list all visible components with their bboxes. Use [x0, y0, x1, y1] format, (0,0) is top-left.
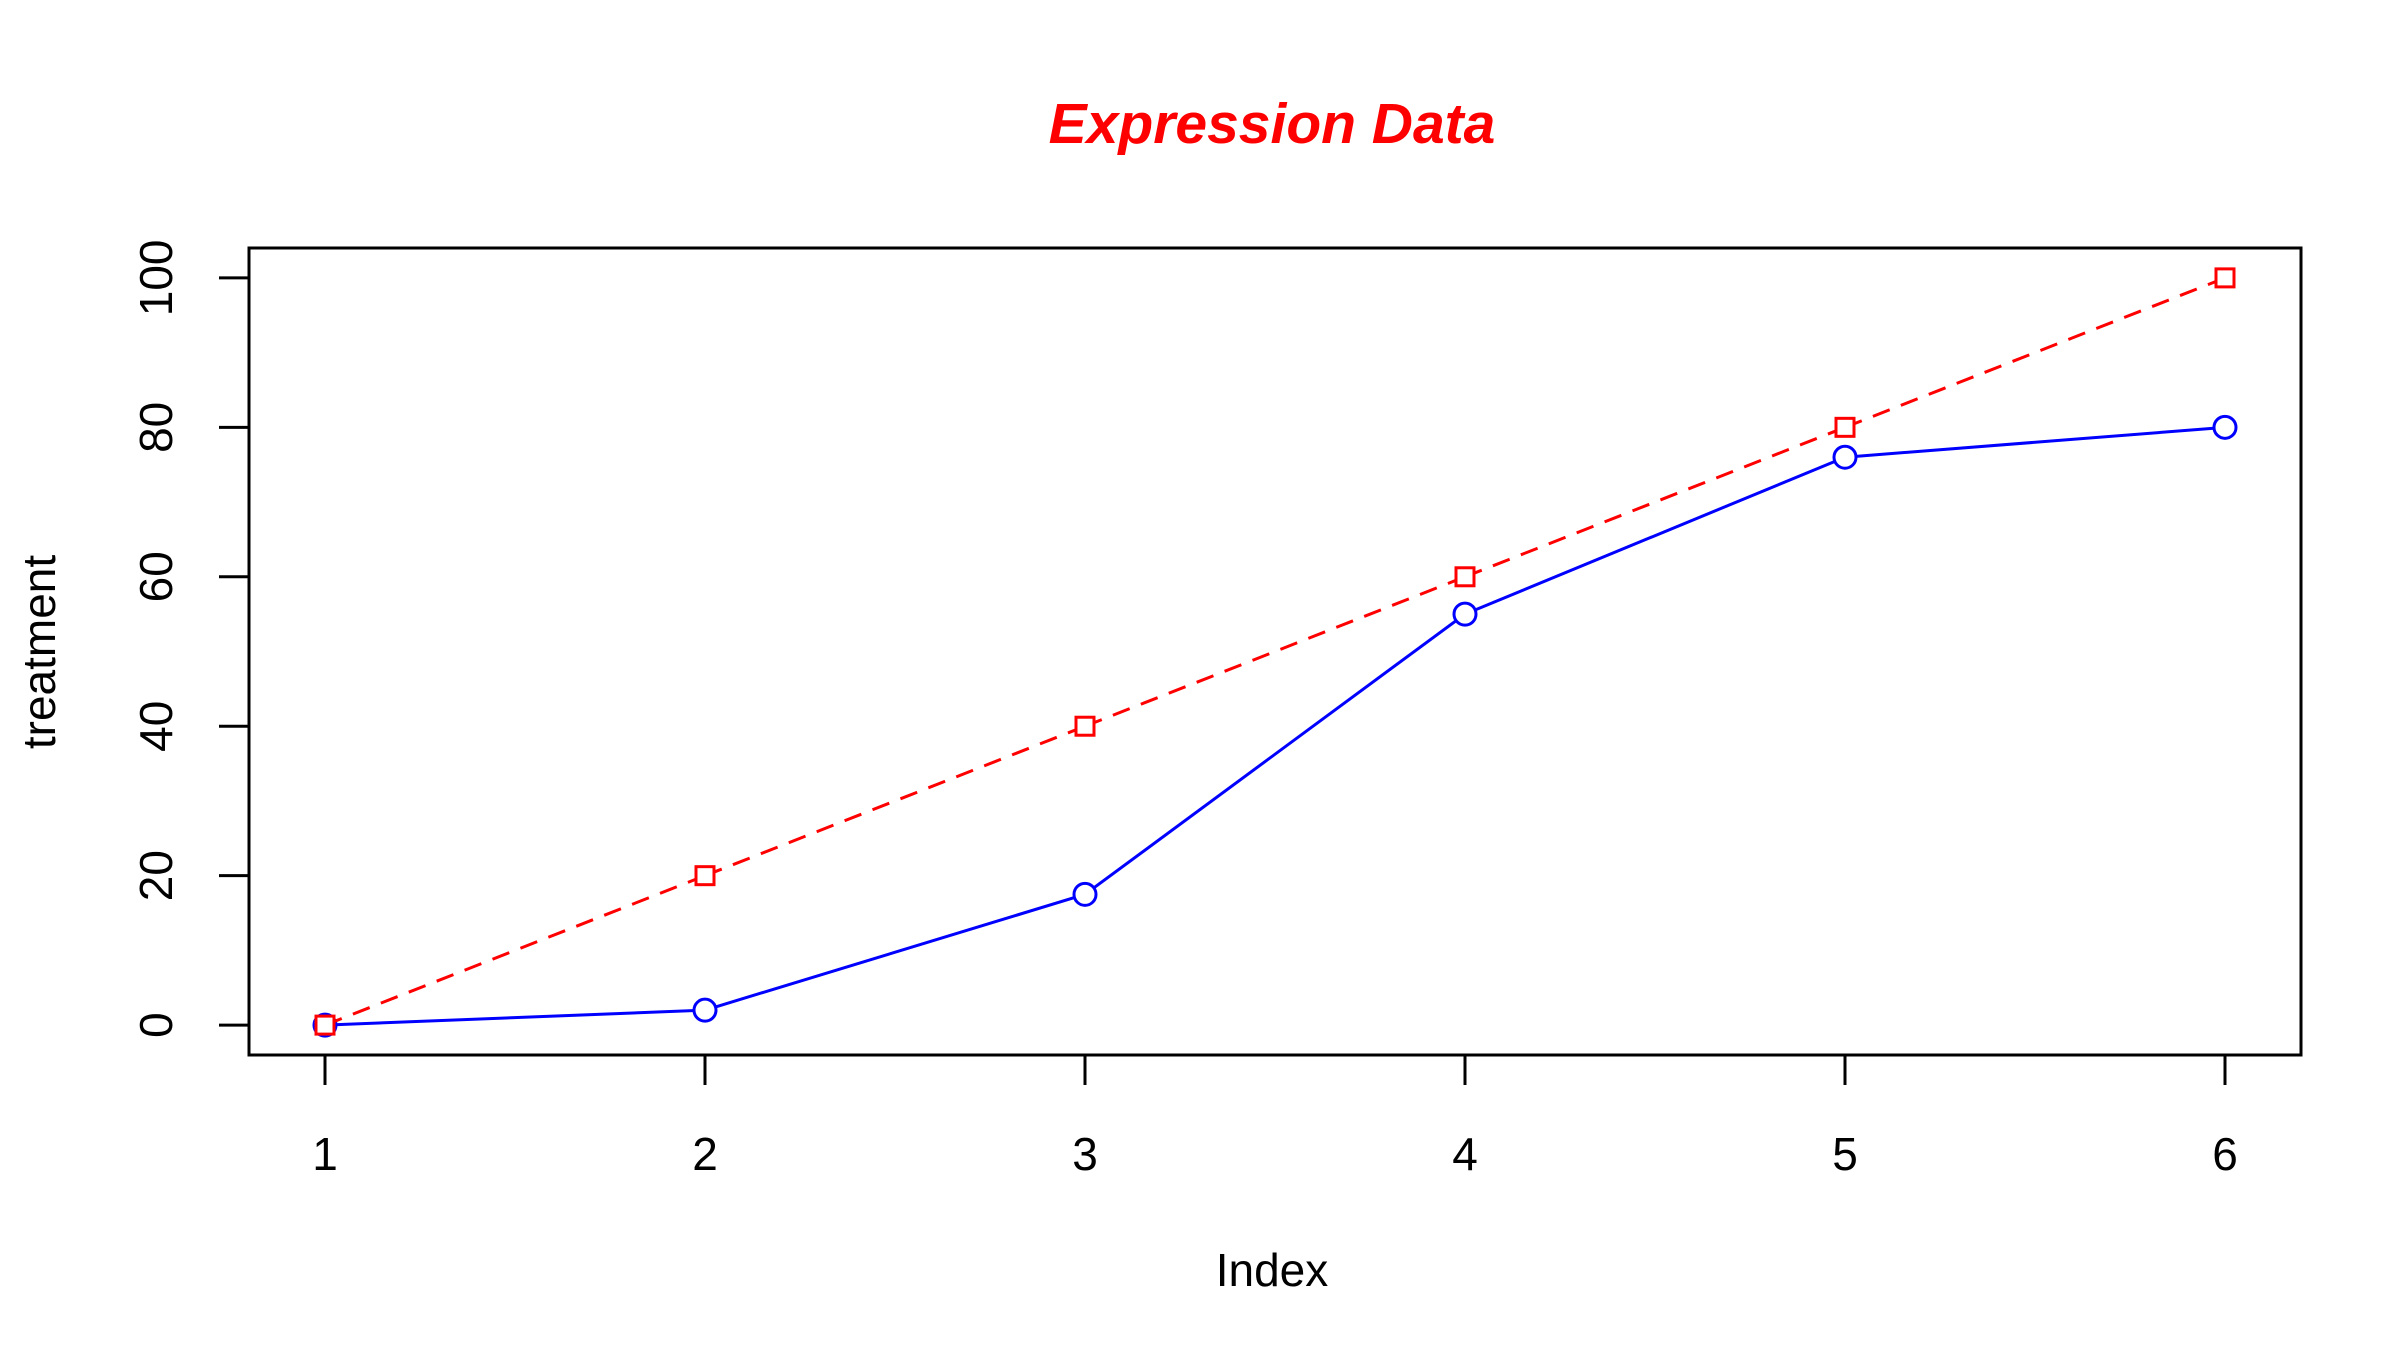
- y-tick-label: 0: [130, 1012, 182, 1038]
- series-1-segment: [1464, 455, 1846, 616]
- x-axis: 1 2 3 4 5 6: [312, 1053, 2238, 1180]
- series-1-point: [692, 997, 718, 1023]
- series-1-point: [1072, 881, 1098, 907]
- series-1-segment: [1844, 425, 2226, 459]
- series-2-point: [1834, 416, 1856, 438]
- series-1-segment: [704, 892, 1086, 1012]
- series-2-point: [2214, 267, 2236, 289]
- x-tick-label: 2: [692, 1128, 718, 1180]
- y-tick-label: 60: [130, 551, 182, 602]
- y-axis: 0 20 40 60 80 100: [130, 240, 251, 1038]
- series-1-point: [2212, 414, 2238, 440]
- series-2-segment: [1844, 276, 2226, 429]
- series-2-segment: [1084, 575, 1466, 728]
- series-2-point: [694, 865, 716, 887]
- x-tick-label: 3: [1072, 1128, 1098, 1180]
- series-1-segment: [324, 1008, 706, 1027]
- x-tick-label: 4: [1452, 1128, 1478, 1180]
- series-1-point: [1832, 444, 1858, 470]
- y-tick-label: 100: [130, 240, 182, 317]
- y-tick-label: 40: [130, 701, 182, 752]
- chart-title: Expression Data: [1049, 92, 1496, 156]
- x-tick-label: 5: [1832, 1128, 1858, 1180]
- series-1-point: [1452, 601, 1478, 627]
- series-1-segment: [1084, 612, 1466, 896]
- series-2-segment: [704, 724, 1086, 878]
- series-2-square-markers: [314, 267, 2236, 1036]
- series-2-segment: [324, 874, 706, 1027]
- x-axis-label: Index: [1216, 1244, 1329, 1296]
- y-tick-label: 80: [130, 402, 182, 453]
- series-2-point: [314, 1014, 336, 1036]
- y-tick-label: 20: [130, 850, 182, 901]
- x-tick-label: 6: [2212, 1128, 2238, 1180]
- series-1-circle-markers: [312, 414, 2238, 1038]
- y-axis-label: treatment: [13, 555, 65, 750]
- x-tick-label: 1: [312, 1128, 338, 1180]
- series-2-point: [1074, 715, 1096, 737]
- series-2-point: [1454, 566, 1476, 588]
- series-layer: [312, 267, 2238, 1038]
- series-2-segment: [1464, 425, 1846, 579]
